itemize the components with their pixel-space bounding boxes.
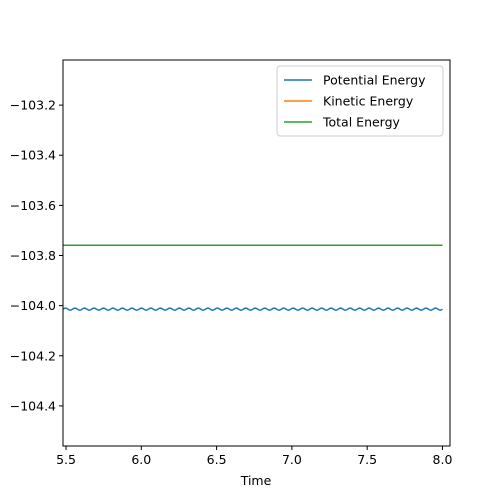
axes-frame [62,59,451,447]
y-tick-label: −103.4 [10,148,56,163]
x-axis-ticks: 5.5 6.0 6.5 7.0 7.5 8.0 [56,446,452,467]
x-tick-label: 6.5 [207,452,227,467]
legend-label: Kinetic Energy [323,94,414,109]
x-tick-label: 5.5 [56,452,76,467]
legend-box [276,65,444,137]
y-tick-label: −104.0 [10,298,56,313]
legend-label: Potential Energy [323,73,426,88]
legend: Potential Energy Kinetic Energy Total Ener… [276,65,444,137]
legend-label: Total Energy [322,115,401,130]
x-tick-label: 7.5 [357,452,377,467]
series-line-0 [62,307,443,311]
x-axis-label: Time [240,473,272,488]
y-tick-label: −103.6 [10,198,56,213]
plot-lines [62,244,443,311]
x-tick-label: 7.0 [282,452,302,467]
y-tick-label: −104.2 [10,348,56,363]
y-tick-label: −104.4 [10,398,56,413]
y-tick-label: −103.2 [10,98,56,113]
y-tick-label: −103.8 [10,248,56,263]
x-tick-label: 6.0 [131,452,151,467]
x-tick-label: 8.0 [433,452,453,467]
y-axis-ticks: −103.2 −103.4 −103.6 −103.8 −104.0 −104.2 −104… [10,98,63,413]
